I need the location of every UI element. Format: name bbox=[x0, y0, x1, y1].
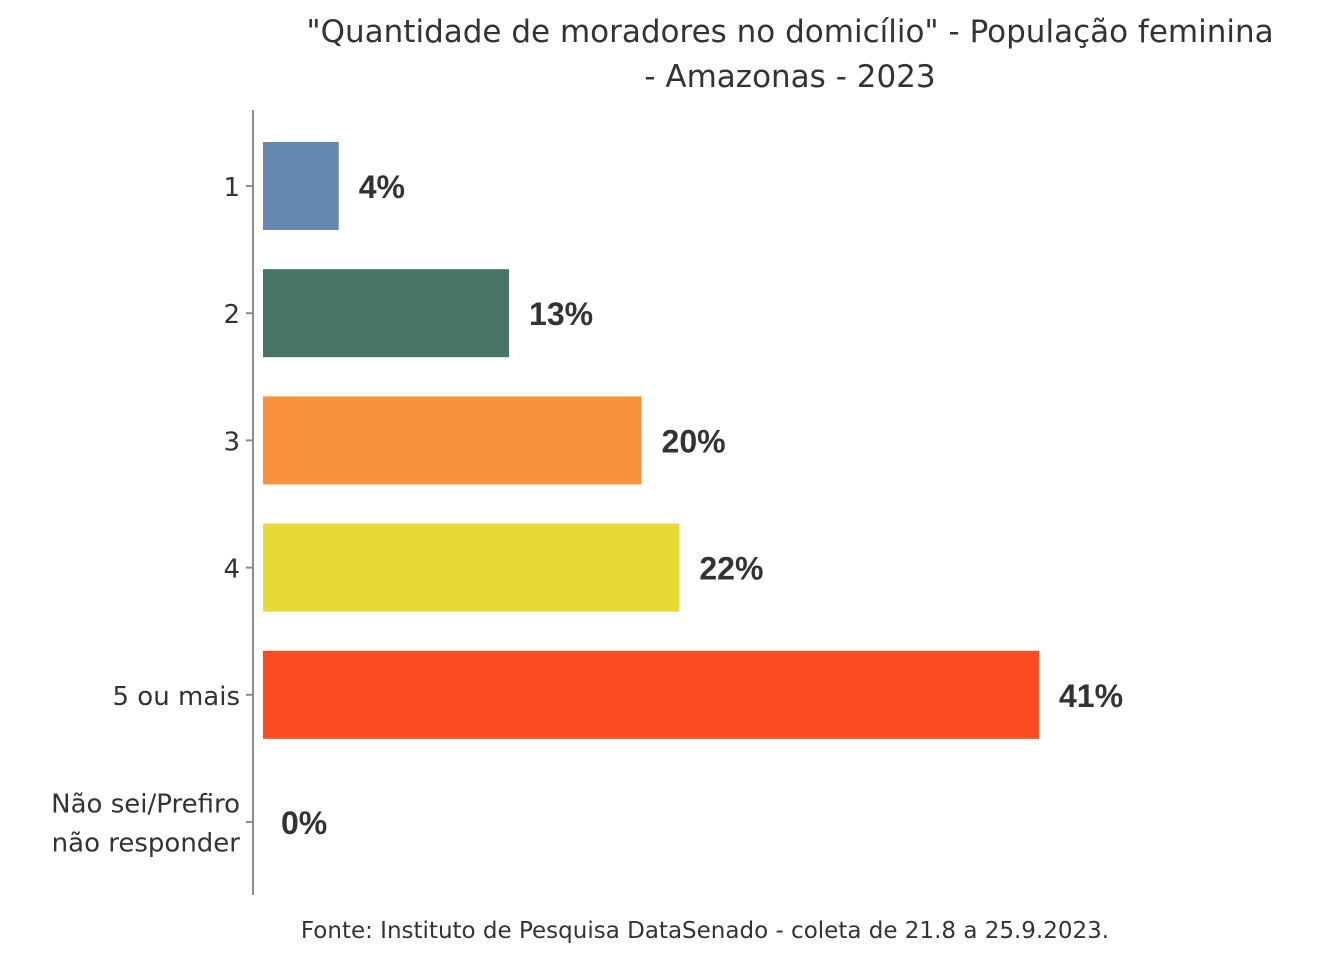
data-label: 0% bbox=[281, 805, 327, 841]
bar bbox=[263, 523, 680, 612]
bar bbox=[263, 650, 1039, 739]
y-tick-label: Não sei/Prefiro bbox=[51, 790, 240, 820]
y-tick-label: 4 bbox=[223, 555, 240, 585]
data-labels: 4% 13% 20% 22% 41% 0% bbox=[281, 169, 1123, 841]
y-tick-label: 1 bbox=[223, 173, 240, 203]
bar bbox=[263, 269, 510, 358]
chart-title-line: - Amazonas - 2023 bbox=[644, 59, 935, 95]
chart-caption: Fonte: Instituto de Pesquisa DataSenado … bbox=[301, 918, 1109, 944]
chart-title: "Quantidade de moradores no domicílio" -… bbox=[306, 14, 1273, 95]
data-label: 20% bbox=[662, 423, 726, 459]
y-axis-ticks: 1 2 3 4 5 ou mais Não sei/Prefiro não responde… bbox=[51, 173, 253, 859]
data-label: 22% bbox=[699, 551, 763, 587]
bar bbox=[263, 142, 339, 230]
y-tick-label: 3 bbox=[223, 427, 240, 457]
chart-title-line: "Quantidade de moradores no domicílio" -… bbox=[306, 14, 1273, 50]
bar bbox=[263, 396, 642, 485]
y-tick-label: não responder bbox=[52, 829, 241, 859]
y-tick-label: 5 ou mais bbox=[113, 682, 241, 712]
y-tick-label: 2 bbox=[223, 300, 240, 330]
bars bbox=[263, 142, 1039, 739]
data-label: 4% bbox=[359, 169, 405, 205]
data-label: 41% bbox=[1059, 678, 1123, 714]
data-label: 13% bbox=[529, 296, 593, 332]
